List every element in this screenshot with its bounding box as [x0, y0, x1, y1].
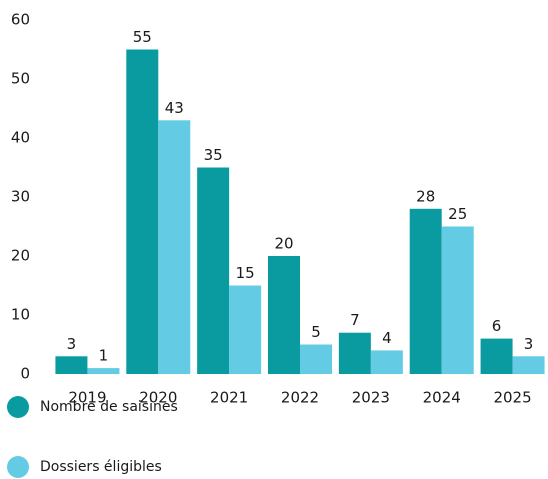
x-tick-label: 2025: [493, 389, 531, 407]
x-tick-label: 2024: [423, 389, 461, 407]
data-label: 35: [204, 146, 223, 164]
x-tick-label: 2021: [210, 389, 248, 407]
data-label: 25: [448, 205, 467, 223]
bar: [55, 356, 88, 374]
legend-label: Dossiers éligibles: [40, 459, 162, 475]
y-tick-label: 30: [11, 188, 30, 206]
bar: [126, 49, 159, 374]
bar: [197, 167, 230, 374]
data-label: 7: [350, 311, 360, 329]
data-label: 4: [382, 329, 392, 347]
data-label: 3: [67, 335, 77, 353]
bar: [370, 350, 403, 374]
bar: [338, 332, 371, 374]
legend-swatch: [7, 456, 29, 478]
y-tick-label: 60: [11, 11, 30, 29]
y-tick-label: 50: [11, 70, 30, 88]
legend-label: Nombre de saisines: [40, 399, 178, 415]
legend: Nombre de saisines Dossiers éligibles: [7, 396, 178, 478]
data-label: 6: [492, 317, 502, 335]
data-label: 3: [524, 335, 534, 353]
y-tick-label: 10: [11, 306, 30, 324]
bar: [512, 356, 545, 374]
bar: [87, 368, 120, 374]
x-tick-label: 2023: [352, 389, 390, 407]
data-label: 15: [236, 264, 255, 282]
bar: [229, 285, 262, 374]
data-label: 55: [133, 28, 152, 46]
data-label: 43: [165, 99, 184, 117]
bar: [268, 256, 300, 374]
bar: [480, 338, 513, 374]
data-label: 5: [311, 323, 321, 341]
x-tick-label: 2020: [139, 389, 177, 407]
bar: [409, 208, 442, 374]
bar: [441, 226, 474, 374]
y-tick-label: 40: [11, 129, 30, 147]
bar: [300, 344, 332, 374]
bar: [158, 120, 191, 374]
data-label: 1: [99, 347, 109, 365]
x-tick-label: 2022: [281, 389, 319, 407]
data-label: 20: [274, 235, 293, 253]
legend-swatch: [7, 396, 29, 418]
data-label: 28: [416, 187, 435, 205]
y-tick-label: 0: [20, 365, 30, 383]
y-tick-label: 20: [11, 247, 30, 265]
x-tick-label: 2019: [68, 389, 106, 407]
